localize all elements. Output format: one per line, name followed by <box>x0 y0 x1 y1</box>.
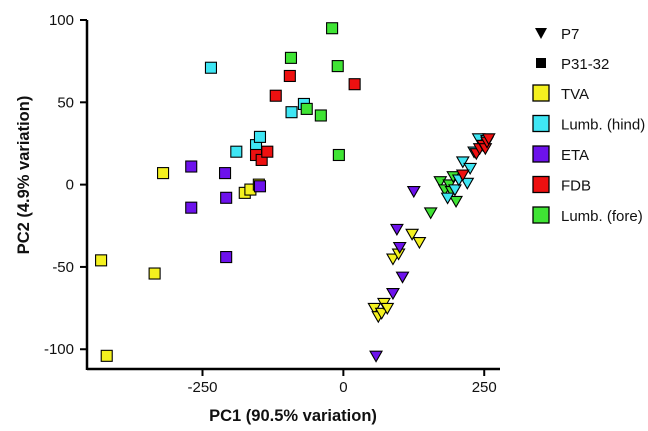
y-tick-label: 0 <box>66 177 74 194</box>
lumb-fore-triangle-point <box>423 207 438 220</box>
legend-swatch <box>532 206 550 224</box>
fdb-square-point <box>261 145 274 158</box>
fdb-triangle-point <box>481 133 496 146</box>
eta-square-point <box>185 201 198 214</box>
legend-swatch <box>532 145 550 163</box>
y-ticks: -100 -50 0 50 100 <box>44 12 87 358</box>
lumb-fore-square-point <box>331 60 344 73</box>
eta-triangle-point <box>395 271 410 284</box>
tva-triangle-point <box>412 237 427 250</box>
eta-triangle-point <box>392 241 407 255</box>
lumb-hind-triangle-point <box>455 156 470 169</box>
fdb-triangle-point <box>455 169 470 182</box>
tva-square-point <box>148 267 161 280</box>
legend-label: P7 <box>561 26 579 43</box>
eta-triangle-point <box>369 350 383 363</box>
lumb-hind-square-point <box>230 145 243 158</box>
lumb-fore-triangle-point <box>433 176 448 189</box>
tva-triangle-point <box>385 253 400 266</box>
lumb-hind-triangle-point <box>463 162 478 176</box>
x-tick-label: 0 <box>339 379 347 396</box>
legend-label: Lumb. (hind) <box>561 117 645 134</box>
x-tick-label: 250 <box>472 379 497 396</box>
legend-triangle-marker <box>535 28 547 39</box>
y-axis-title: PC2 (4.9% variation) <box>15 96 33 255</box>
tva-triangle-point <box>405 228 420 241</box>
lumb-fore-square-point <box>332 148 345 162</box>
y-tick-label: -100 <box>44 341 74 358</box>
fdb-square-point <box>348 78 361 91</box>
lumb-fore-triangle-point <box>449 195 464 208</box>
legend-label: Lumb. (fore) <box>561 208 643 225</box>
legend-swatch <box>532 84 550 102</box>
y-tick-label: 50 <box>57 94 74 111</box>
eta-square-point <box>220 251 233 264</box>
x-axis-title: PC1 (90.5% variation) <box>209 407 377 425</box>
eta-square-point <box>185 160 198 173</box>
tva-square-point <box>100 349 113 362</box>
legend-label: ETA <box>561 147 589 164</box>
plot-points <box>95 22 496 363</box>
lumb-hind-square-point <box>253 130 267 143</box>
lumb-hind-triangle-point <box>447 184 462 197</box>
legend-label: FDB <box>561 178 591 195</box>
eta-triangle-point <box>385 288 400 301</box>
fdb-square-point <box>283 69 296 83</box>
legend-square-marker <box>536 58 546 68</box>
x-ticks: -250 0 250 <box>187 369 497 396</box>
eta-triangle-point <box>389 223 404 236</box>
fdb-square-point <box>269 89 282 102</box>
lumb-hind-square-point <box>204 61 218 74</box>
lumb-hind-triangle-point <box>460 177 475 190</box>
eta-square-point <box>218 167 232 180</box>
legend: P7 P31-32 TVA Lumb. (hind) ETA FDB Lumb. (fore… <box>532 26 645 225</box>
tva-square-point <box>95 254 108 267</box>
y-tick-label: -50 <box>52 259 74 276</box>
legend-swatch <box>532 114 550 133</box>
lumb-hind-square-point <box>285 106 298 119</box>
lumb-fore-square-point <box>314 109 327 122</box>
tva-triangle-point <box>380 302 395 315</box>
legend-label: TVA <box>561 86 589 103</box>
lumb-fore-square-point <box>326 22 339 35</box>
lumb-fore-square-point <box>284 51 298 64</box>
x-tick-label: -250 <box>187 379 217 396</box>
legend-swatch <box>532 175 550 194</box>
tva-square-point <box>157 167 170 180</box>
axes <box>85 20 500 371</box>
eta-square-point <box>253 180 267 193</box>
lumb-hind-triangle-point <box>440 192 455 205</box>
y-tick-label: 100 <box>49 12 74 29</box>
legend-label: P31-32 <box>561 56 609 73</box>
eta-square-point <box>220 191 233 204</box>
tva-triangle-point <box>374 307 389 320</box>
eta-triangle-point <box>406 185 421 199</box>
lumb-fore-square-point <box>300 102 313 115</box>
